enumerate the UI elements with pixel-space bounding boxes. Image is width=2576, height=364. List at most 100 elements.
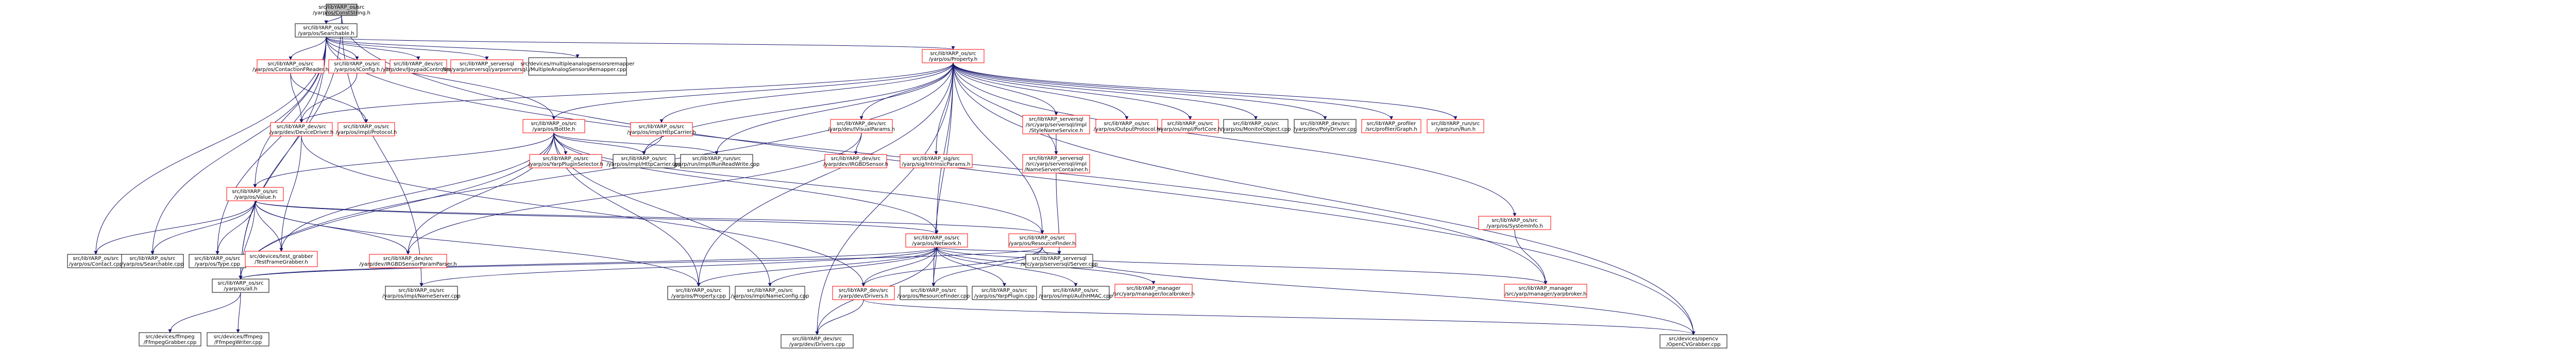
node-label-line: /yarp/dev/Drivers.h bbox=[839, 293, 889, 299]
graph-node[interactable]: src/libYARP_os/src/yarp/os/impl/HttpCarr… bbox=[606, 154, 682, 168]
graph-node[interactable]: src/libYARP_dev/src/yarp/dev/IRGBDSensor… bbox=[359, 254, 457, 268]
graph-node[interactable]: src/libYARP_os/src/yarp/os/IConfig.h bbox=[328, 59, 386, 74]
graph-node[interactable]: src/libYARP_os/src/yarp/os/all.h bbox=[212, 279, 269, 293]
graph-node[interactable]: src/libYARP_os/src/yarp/os/impl/Protocol… bbox=[336, 122, 397, 136]
graph-node[interactable]: src/libYARP_os/src/yarp/os/YarpPluginSel… bbox=[528, 154, 603, 168]
node-label-line: /yarp/dev/PolyDriver.cpp bbox=[1294, 127, 1357, 132]
node-box bbox=[781, 334, 854, 349]
graph-node[interactable]: src/libYARP_dev/src/yarp/dev/IVisualPara… bbox=[828, 119, 895, 133]
graph-node[interactable]: src/devices/opencv/OpenCVGrabber.cpp bbox=[1659, 334, 1727, 349]
dependency-edge bbox=[255, 200, 701, 287]
graph-node[interactable]: src/libYARP_os/src/yarp/os/impl/PortCore… bbox=[1159, 119, 1222, 133]
dependency-edge bbox=[279, 132, 554, 252]
graph-node[interactable]: src/devices/ffmpeg/FfmpegGrabber.cpp bbox=[139, 332, 201, 346]
graph-node[interactable]: src/libYARP_os/src/yarp/os/impl/HttpCarr… bbox=[627, 122, 696, 136]
dependency-edge bbox=[642, 135, 662, 155]
graph-node[interactable]: src/devices/ffmpeg/FfmpegWriter.cpp bbox=[207, 332, 269, 346]
graph-node[interactable]: src/libYARP_os/src/yarp/os/Property.h bbox=[922, 49, 985, 63]
node-label-line: src/libYARP_dev/src bbox=[394, 61, 443, 67]
graph-node[interactable]: src/libYARP_os/src/yarp/os/Searchable.h bbox=[295, 23, 358, 38]
graph-node[interactable]: src/libYARP_os/src/yarp/os/SystemInfo.h bbox=[1478, 216, 1551, 230]
node-label-line: /yarp/os/YarpPlugin.cpp bbox=[974, 293, 1035, 299]
node-box bbox=[385, 286, 458, 300]
dependency-edge bbox=[715, 62, 954, 155]
node-box bbox=[389, 59, 447, 74]
dependency-edge bbox=[935, 62, 954, 234]
dependency-edge bbox=[94, 37, 327, 255]
graph-node[interactable]: src/libYARP_dev/src/yarp/dev/DeviceDrive… bbox=[269, 122, 334, 136]
graph-node[interactable]: src/libYARP_os/src/yarp/os/ResourceFinde… bbox=[897, 286, 970, 300]
graph-node[interactable]: src/libYARP_os/src/yarp/os/MonitorObject… bbox=[1221, 119, 1291, 133]
node-label-line: src/libYARP_os/src bbox=[747, 288, 793, 293]
dependency-edge bbox=[1514, 229, 1548, 285]
graph-node[interactable]: src/libYARP_dev/src/yarp/dev/Drivers.h bbox=[832, 286, 895, 300]
node-label-line: /src/yarp/manager/yarpbroker.h bbox=[1505, 291, 1587, 297]
node-label-line: /MultipleAnalogSensorsRemapper.cpp bbox=[529, 67, 626, 73]
node-label-line: src/libYARP_os/src bbox=[232, 189, 278, 195]
node-label-line: src/devices/ffmpeg bbox=[146, 334, 195, 340]
graph-node[interactable]: src/libYARP_os/src/yarp/os/OutputProtoco… bbox=[1094, 119, 1160, 133]
graph-node[interactable]: src/libYARP_serversql/src/yarp/serversql… bbox=[1022, 154, 1090, 174]
dependency-edge bbox=[419, 247, 937, 287]
graph-node[interactable]: src/libYARP_serversql/src/yarp/serversql… bbox=[442, 59, 532, 74]
dependency-edge bbox=[215, 200, 256, 255]
node-label-line: src/libYARP_os/src bbox=[1492, 218, 1537, 223]
dependency-edge bbox=[299, 73, 358, 123]
node-label-line: /yarp/os/impl/NameServer.cpp bbox=[382, 293, 461, 299]
node-label-line: src/libYARP_sig/src bbox=[912, 156, 960, 162]
dependency-edge bbox=[697, 247, 937, 287]
graph-node[interactable]: src/libYARP_serversql/src/yarp/serversql… bbox=[1022, 115, 1090, 134]
graph-node[interactable]: src/libYARP_serversql/src/yarp/serversql… bbox=[1021, 254, 1098, 268]
graph-node[interactable]: src/libYARP_run/src/yarp/run/Run.h bbox=[1427, 119, 1484, 133]
node-box bbox=[824, 154, 887, 168]
graph-node[interactable]: src/devices/multipleanalogsensorsremappe… bbox=[520, 57, 635, 76]
node-box bbox=[1478, 216, 1551, 230]
node-label-line: /StyleNameService.h bbox=[1029, 128, 1083, 134]
node-box bbox=[1427, 119, 1484, 133]
node-label-line: /yarp/os/YarpPluginSelector.h bbox=[528, 162, 603, 167]
graph-node[interactable]: src/libYARP_os/src/yarp/os/Type.cpp bbox=[189, 254, 246, 268]
node-box bbox=[326, 4, 358, 16]
graph-node[interactable]: src/libYARP_os/src/yarp/os/impl/AuthHMAC… bbox=[1039, 286, 1113, 300]
node-label-line: /yarp/os/Property.cpp bbox=[671, 293, 726, 299]
graph-node[interactable]: src/libYARP_manager/src/yarp/manager/yar… bbox=[1504, 284, 1587, 298]
dependency-edge bbox=[239, 62, 954, 280]
node-label-line: src/libYARP_os/src bbox=[73, 256, 118, 262]
dependency-edge bbox=[341, 15, 1696, 335]
dependency-edge bbox=[150, 200, 256, 255]
graph-node[interactable]: src/libYARP_dev/src/yarp/dev/Drivers.cpp bbox=[781, 334, 854, 349]
graph-node[interactable]: src/libYARP_os/src/yarp/os/Searchable.cp… bbox=[121, 254, 184, 268]
node-label-line: /src/yarp/serversql/impl bbox=[1026, 162, 1087, 167]
graph-node[interactable]: src/libYARP_os/src/yarp/os/impl/NameServ… bbox=[382, 286, 461, 300]
graph-node[interactable]: src/libYARP_dev/src/yarp/dev/IJoypadCont… bbox=[381, 59, 456, 74]
graph-node[interactable]: src/devices/test_grabber/TestFrameGrabbe… bbox=[245, 251, 318, 267]
graph-node[interactable]: src/libYARP_profiler/src/profiler/Graph.… bbox=[1361, 119, 1421, 133]
node-label-line: src/libYARP_os/src bbox=[398, 288, 444, 293]
graph-node[interactable]: src/libYARP_os/src/yarp/os/Contact.cpp bbox=[67, 254, 125, 268]
graph-node[interactable]: src/libYARP_os/src/yarp/os/ContactionFRe… bbox=[252, 59, 329, 74]
node-label-line: src/libYARP_serversql bbox=[1029, 117, 1083, 123]
graph-node[interactable]: src/libYARP_os/src/yarp/os/impl/NameConf… bbox=[731, 286, 809, 300]
node-box bbox=[830, 119, 893, 133]
graph-node[interactable]: src/libYARP_os/src/yarp/os/Bottle.h bbox=[522, 119, 585, 133]
graph-node[interactable]: src/libYARP_run/src/yarp/run/impl/RunRea… bbox=[674, 154, 760, 168]
dependency-edge bbox=[94, 200, 256, 255]
dependency-edge bbox=[953, 62, 1458, 120]
dependency-edge bbox=[854, 132, 862, 155]
graph-node[interactable]: src/libYARP_os/src/yarp/os/Value.h bbox=[226, 187, 284, 201]
graph-node[interactable]: src/libYARP_os/src/yarp/os/ResourceFinde… bbox=[1008, 233, 1076, 248]
graph-node[interactable]: src/libYARP_os/src/yarp/os/YarpPlugin.cp… bbox=[972, 286, 1037, 300]
dependency-edge bbox=[326, 37, 489, 60]
graph-node[interactable]: src/libYARP_sig/src/yarp/sig/IntrinsicPa… bbox=[900, 154, 973, 168]
node-label-line: src/libYARP_os/src bbox=[267, 61, 313, 67]
dependency-edge bbox=[326, 37, 420, 60]
graph-node[interactable]: src/libYARP_dev/src/yarp/dev/PolyDriver.… bbox=[1294, 119, 1357, 133]
graph-node[interactable]: src/libYARP_manager/src/yarp/manager/loc… bbox=[1112, 284, 1195, 298]
graph-node[interactable]: src/libYARP_os/src/yarp/os/Network.h bbox=[905, 233, 968, 248]
graph-node[interactable]: src/libYARP_dev/src/yarp/dev/IRGBDSensor… bbox=[823, 154, 888, 168]
graph-node[interactable]: src/libYARP_os/src/yarp/os/Property.cpp bbox=[667, 286, 730, 300]
node-label-line: src/libYARP_os/src bbox=[1053, 288, 1098, 293]
dependency-edge bbox=[289, 37, 327, 60]
node-label-line: /FfmpegWriter.cpp bbox=[214, 340, 262, 345]
